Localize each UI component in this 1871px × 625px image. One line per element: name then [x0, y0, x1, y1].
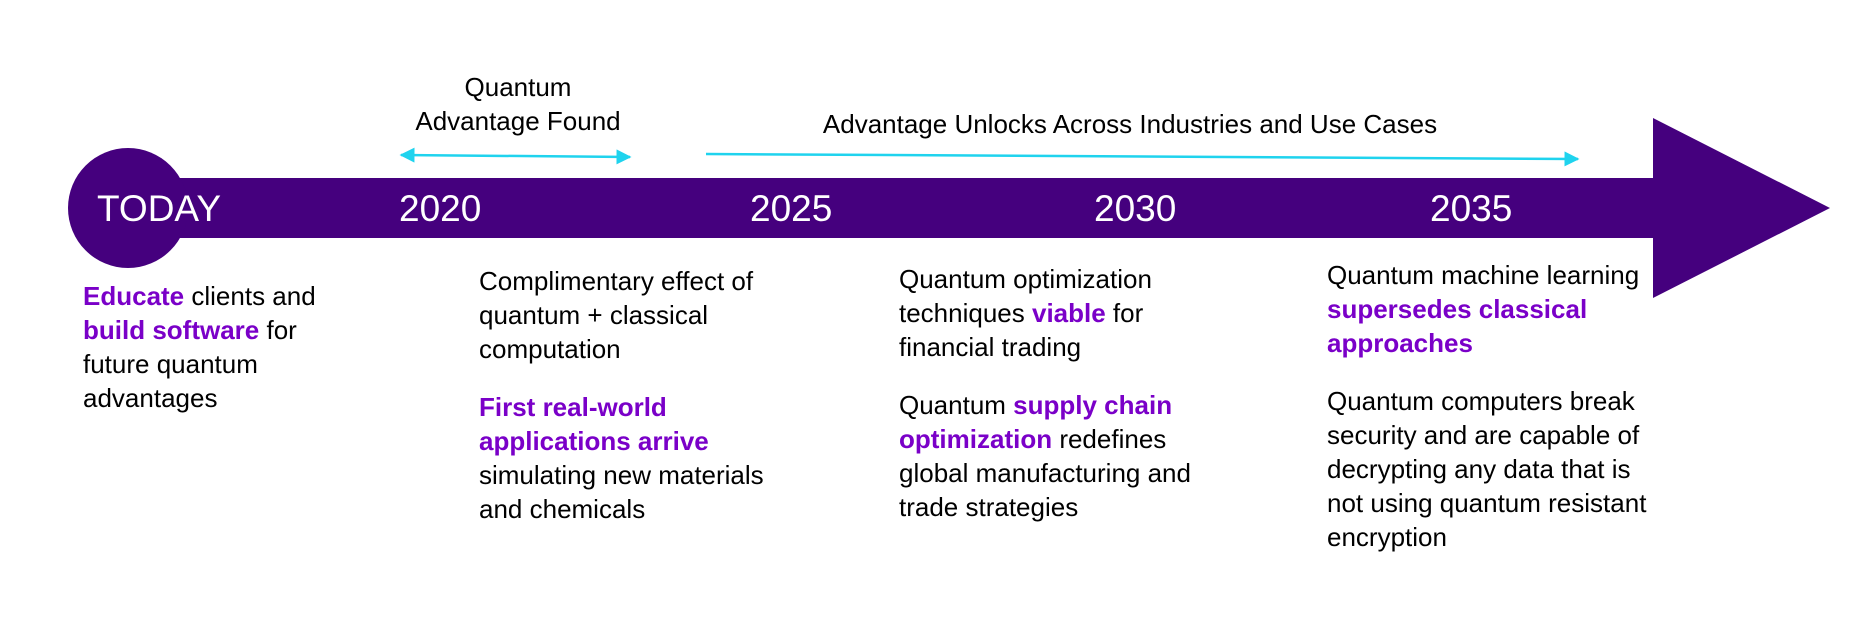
y2025-highlight-viable: viable	[1031, 298, 1106, 328]
y2020-paragraph-2: First real-world applications arrive sim…	[479, 392, 764, 524]
advantage-found-range-arrow	[399, 147, 632, 165]
milestone-2030: 2030	[1094, 188, 1177, 229]
milestone-2035: 2035	[1430, 188, 1513, 229]
milestone-today: TODAY	[97, 188, 222, 229]
y2030-highlight: supersedes classical approaches	[1327, 294, 1588, 358]
y2025-paragraph-1: Quantum optimization techniques viable f…	[899, 264, 1152, 362]
today-circle	[68, 148, 188, 268]
y2025-paragraph-2: Quantum supply chain optimization redefi…	[899, 390, 1191, 522]
advantage-found-label: Quantum Advantage Found	[415, 72, 621, 136]
y2020-description: Complimentary effect of quantum + classi…	[479, 264, 809, 526]
y2030-description: Quantum machine learning supersedes clas…	[1327, 258, 1662, 554]
timeline-bar	[126, 178, 1656, 238]
y2025-highlight-supply-chain: supply chain optimization	[899, 390, 1173, 454]
today-description: Educate clients and build software for f…	[83, 281, 316, 413]
y2020-highlight: First real-world applications arrive	[479, 392, 709, 456]
timeline-arrowhead	[1653, 118, 1830, 298]
today-highlight-educate: Educate	[83, 281, 185, 311]
advantage-unlocks-range-arrow	[705, 151, 1580, 167]
today-highlight-build-software: build software	[83, 315, 260, 345]
y2025-description: Quantum optimization techniques viable f…	[899, 262, 1219, 524]
advantage-unlocks-label: Advantage Unlocks Across Industries and …	[822, 109, 1438, 139]
y2030-paragraph-2: Quantum computers break security and are…	[1327, 386, 1647, 552]
y2020-paragraph-1: Complimentary effect of quantum + classi…	[479, 266, 754, 364]
milestone-2025: 2025	[750, 188, 833, 229]
milestone-2020: 2020	[399, 188, 482, 229]
y2030-paragraph-1: Quantum machine learning supersedes clas…	[1327, 260, 1640, 358]
